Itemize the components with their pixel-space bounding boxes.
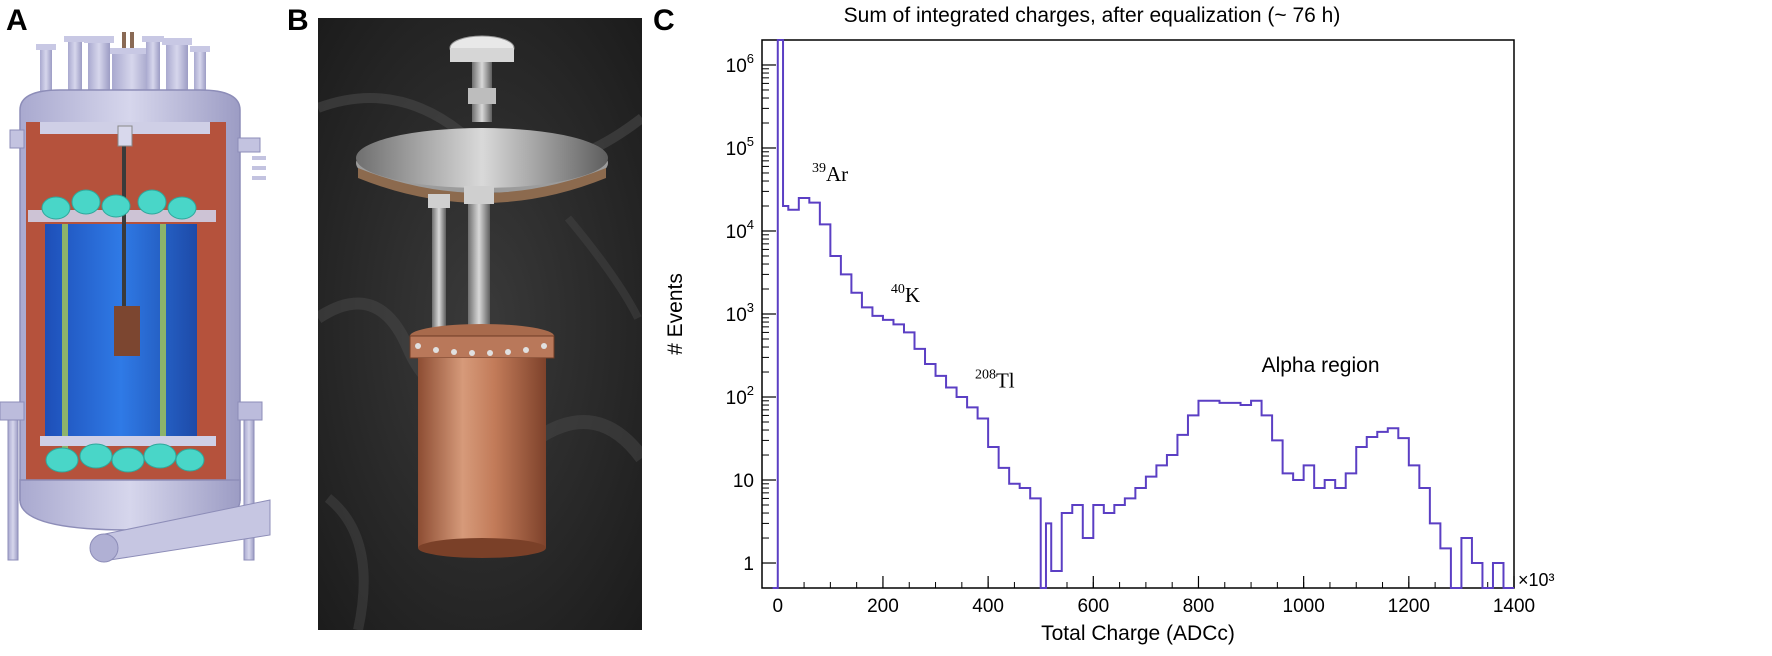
- x-axis-multiplier: ×10³: [1518, 570, 1555, 590]
- copper-cylinder: [418, 358, 546, 548]
- y-tick-label: 104: [726, 217, 754, 243]
- y-tick-label: 105: [726, 134, 754, 160]
- panel-letter-b: B: [287, 4, 309, 37]
- y-tick-label: 102: [726, 383, 754, 409]
- top-flanges: [36, 32, 210, 92]
- peak-annotations: 39Ar 40K 208Tl Alpha region: [812, 161, 1380, 393]
- peak-annotation: 208Tl: [975, 368, 1015, 393]
- y-axis-label: # Events: [664, 273, 687, 355]
- cryostat-illustration: [0, 32, 271, 563]
- copper-pot: [114, 306, 140, 356]
- chart-title: Sum of integrated charges, after equaliz…: [844, 4, 1341, 27]
- y-axis: 1 10 102 103 104 105 106: [726, 51, 776, 575]
- prototype-photo: [314, 18, 648, 632]
- bottom-pmt-array: [45, 443, 205, 473]
- charge-histogram: Sum of integrated charges, after equaliz…: [664, 4, 1555, 645]
- x-tick-label: 800: [1183, 596, 1215, 617]
- x-axis: 0 200 400 600 800 1000 1200 1400: [772, 576, 1535, 617]
- cryostat-rendering: [0, 30, 300, 651]
- y-tick-label: 10: [733, 471, 754, 492]
- peak-annotation: 40K: [891, 282, 920, 307]
- top-pmt-array: [41, 189, 197, 220]
- charge-histogram-panel: Sum of integrated charges, after equaliz…: [650, 0, 1772, 651]
- x-tick-label: 600: [1077, 596, 1109, 617]
- prototype-illustration: [314, 18, 648, 632]
- y-tick-label: 106: [726, 51, 754, 77]
- peak-annotation: Alpha region: [1262, 354, 1380, 377]
- panel-letter-c: C: [653, 4, 675, 37]
- y-tick-label: 1: [743, 554, 754, 575]
- x-axis-label: Total Charge (ADCc): [1041, 622, 1235, 645]
- x-tick-label: 400: [972, 596, 1004, 617]
- histogram-series: [772, 39, 1514, 589]
- plot-frame: [761, 39, 1515, 589]
- y-tick-label: 103: [726, 300, 754, 326]
- x-tick-label: 0: [772, 596, 783, 617]
- panel-letter-a: A: [6, 4, 28, 37]
- x-tick-label: 1200: [1388, 596, 1430, 617]
- x-tick-label: 1400: [1493, 596, 1535, 617]
- peak-annotation: 39Ar: [812, 161, 848, 186]
- steel-flange: [356, 128, 608, 188]
- x-tick-label: 1000: [1283, 596, 1325, 617]
- x-tick-label: 200: [867, 596, 899, 617]
